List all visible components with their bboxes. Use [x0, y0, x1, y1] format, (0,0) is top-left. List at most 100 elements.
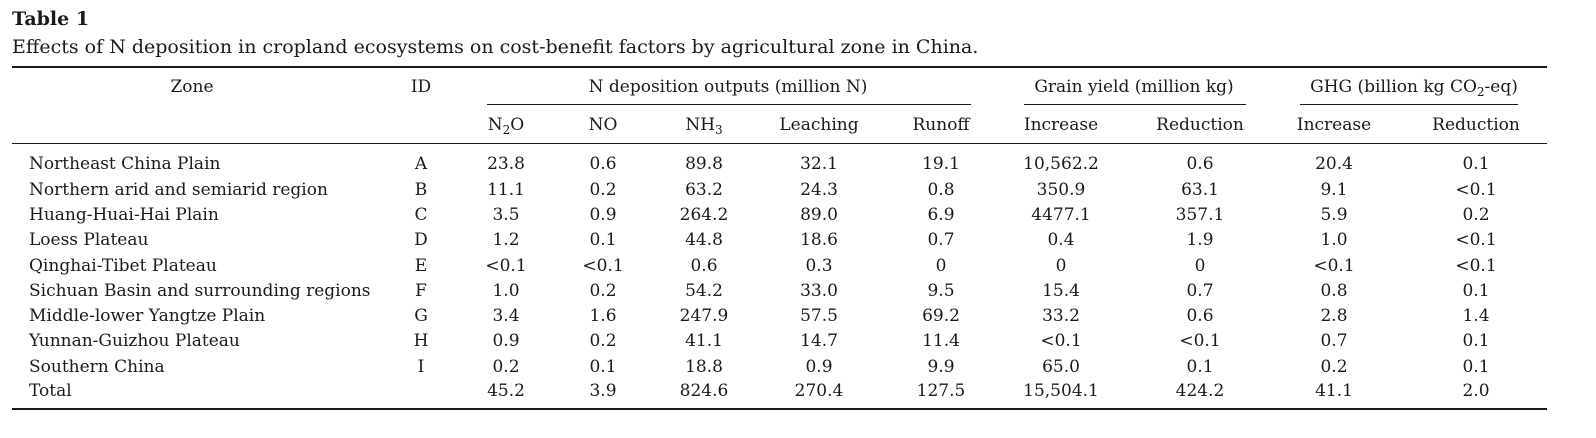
grain-increase-cell: 15.4 — [1042, 281, 1080, 301]
leaching-cell: 14.7 — [800, 331, 838, 351]
id-cell: G — [414, 306, 428, 326]
header-n2o: N2O — [487, 115, 525, 137]
grain-increase-cell: 15,504.1 — [1023, 381, 1099, 401]
runoff-cell: 69.2 — [922, 306, 960, 326]
ghg-reduction-cell: 0.1 — [1462, 154, 1490, 174]
ghg-reduction-cell: 0.1 — [1462, 281, 1490, 301]
zone-cell: Northern arid and semiarid region — [29, 180, 328, 200]
no-cell: 0.2 — [589, 331, 617, 351]
n2o-cell: 45.2 — [487, 381, 525, 401]
grain-reduction-cell: 63.1 — [1181, 180, 1219, 200]
ghg-increase-cell: 41.1 — [1315, 381, 1353, 401]
zone-cell: Huang-Huai-Hai Plain — [29, 205, 219, 225]
ghg-reduction-cell: 2.0 — [1462, 381, 1490, 401]
grain-increase-cell: 0 — [1055, 256, 1067, 276]
header-rule — [12, 143, 1547, 145]
n2o-cell: 3.5 — [492, 205, 520, 225]
header-leaching: Leaching — [779, 115, 859, 135]
zone-cell: Loess Plateau — [29, 230, 149, 250]
leaching-cell: 270.4 — [794, 381, 844, 401]
zone-cell: Southern China — [29, 357, 165, 377]
ghg-increase-cell: 1.0 — [1320, 230, 1348, 250]
ghg-reduction-cell: 1.4 — [1462, 306, 1490, 326]
group-rule-ghg — [1300, 104, 1518, 106]
runoff-cell: 0 — [935, 256, 947, 276]
leaching-cell: 0.3 — [805, 256, 833, 276]
ghg-increase-cell: 9.1 — [1320, 180, 1348, 200]
group-rule-grain — [1024, 104, 1246, 106]
grain-increase-cell: 350.9 — [1036, 180, 1086, 200]
header-no: NO — [588, 115, 618, 135]
runoff-cell: 19.1 — [922, 154, 960, 174]
nh3-cell: 247.9 — [679, 306, 729, 326]
n2o-cell: 0.9 — [492, 331, 520, 351]
nh3-cell: 44.8 — [685, 230, 723, 250]
id-cell: D — [414, 230, 428, 250]
no-cell: 0.1 — [589, 230, 617, 250]
leaching-cell: 32.1 — [800, 154, 838, 174]
nh3-cell: 41.1 — [685, 331, 723, 351]
ghg-increase-cell: 0.2 — [1320, 357, 1348, 377]
nh3-cell: 89.8 — [685, 154, 723, 174]
runoff-cell: 127.5 — [916, 381, 966, 401]
leaching-cell: 33.0 — [800, 281, 838, 301]
no-cell: 0.1 — [589, 357, 617, 377]
nh3-cell: 18.8 — [685, 357, 723, 377]
id-cell: E — [414, 256, 428, 276]
header-ghg-group: GHG (billion kg CO2-eq) — [1310, 77, 1518, 99]
ghg-reduction-cell: <0.1 — [1455, 256, 1497, 276]
grain-increase-cell: 10,562.2 — [1023, 154, 1099, 174]
leaching-cell: 0.9 — [805, 357, 833, 377]
ghg-increase-cell: 0.8 — [1320, 281, 1348, 301]
zone-cell: Qinghai-Tibet Plateau — [29, 256, 217, 276]
grain-reduction-cell: 0.6 — [1186, 154, 1214, 174]
zone-cell: Total — [29, 381, 72, 401]
runoff-cell: 6.9 — [927, 205, 955, 225]
grain-increase-cell: <0.1 — [1040, 331, 1082, 351]
ghg-reduction-cell: 0.1 — [1462, 331, 1490, 351]
grain-reduction-cell: 0.1 — [1186, 357, 1214, 377]
grain-reduction-cell: 0 — [1194, 256, 1206, 276]
id-cell: B — [414, 180, 428, 200]
ghg-increase-cell: 0.7 — [1320, 331, 1348, 351]
runoff-cell: 11.4 — [922, 331, 960, 351]
no-cell: 0.6 — [589, 154, 617, 174]
top-rule — [12, 66, 1547, 68]
leaching-cell: 57.5 — [800, 306, 838, 326]
zone-cell: Sichuan Basin and surrounding regions — [29, 281, 371, 301]
zone-cell: Yunnan-Guizhou Plateau — [29, 331, 240, 351]
header-grain-reduction: Reduction — [1156, 115, 1244, 135]
table-label: Table 1 — [12, 8, 90, 30]
header-grain-increase: Increase — [1023, 115, 1099, 135]
header-runoff: Runoff — [912, 115, 970, 135]
grain-increase-cell: 65.0 — [1042, 357, 1080, 377]
n2o-cell: 23.8 — [487, 154, 525, 174]
nh3-cell: 54.2 — [685, 281, 723, 301]
id-cell: A — [414, 154, 428, 174]
leaching-cell: 18.6 — [800, 230, 838, 250]
no-cell: 3.9 — [589, 381, 617, 401]
runoff-cell: 0.8 — [927, 180, 955, 200]
header-ghg-increase: Increase — [1296, 115, 1372, 135]
n2o-cell: 3.4 — [492, 306, 520, 326]
nh3-cell: 264.2 — [679, 205, 729, 225]
bottom-rule — [12, 408, 1547, 410]
grain-reduction-cell: 0.7 — [1186, 281, 1214, 301]
id-cell: I — [417, 357, 425, 377]
zone-cell: Northeast China Plain — [29, 154, 221, 174]
table-caption: Effects of N deposition in cropland ecos… — [12, 36, 979, 58]
runoff-cell: 0.7 — [927, 230, 955, 250]
n2o-cell: 1.2 — [492, 230, 520, 250]
leaching-cell: 24.3 — [800, 180, 838, 200]
grain-reduction-cell: 357.1 — [1175, 205, 1225, 225]
no-cell: 0.2 — [589, 281, 617, 301]
grain-reduction-cell: 424.2 — [1175, 381, 1225, 401]
group-rule-n — [487, 104, 971, 106]
ghg-reduction-cell: <0.1 — [1455, 180, 1497, 200]
grain-reduction-cell: <0.1 — [1179, 331, 1221, 351]
header-ghg-reduction: Reduction — [1432, 115, 1520, 135]
ghg-reduction-cell: 0.1 — [1462, 357, 1490, 377]
zone-cell: Middle-lower Yangtze Plain — [29, 306, 266, 326]
runoff-cell: 9.5 — [927, 281, 955, 301]
grain-increase-cell: 4477.1 — [1031, 205, 1091, 225]
